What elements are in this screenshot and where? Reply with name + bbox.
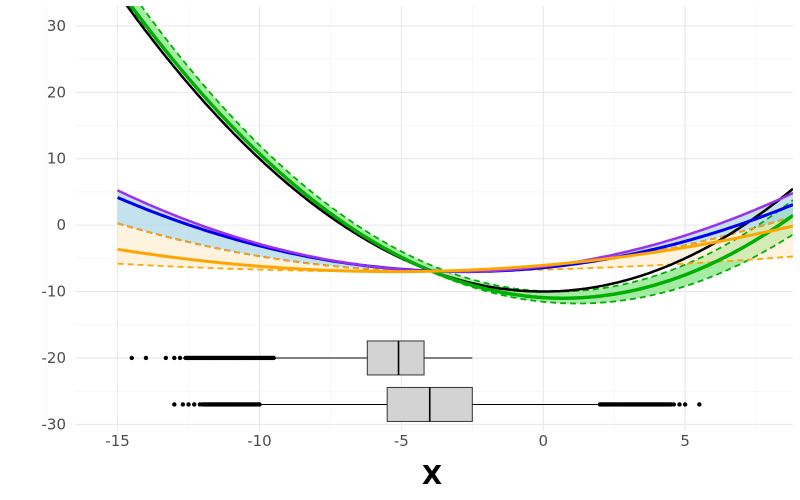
series-lines: [117, 6, 793, 305]
outlier-point: [257, 402, 262, 407]
outlier-point: [172, 402, 177, 407]
outlier-point: [271, 355, 276, 361]
outlier-point: [697, 402, 702, 407]
series-line: [129, 6, 793, 300]
outlier-point: [682, 402, 688, 407]
x-tick-label: -10: [247, 432, 272, 450]
x-tick-label: 5: [680, 432, 690, 450]
outlier-point: [180, 402, 186, 407]
y-tick-label: 20: [47, 83, 66, 101]
x-axis-title: X: [422, 461, 442, 491]
outlier-point: [172, 355, 177, 361]
y-tick-label: 30: [47, 17, 66, 35]
tick-labels: -15 -10 -5 0 5 -30 -20 -10 0 10 20 30: [42, 17, 690, 450]
y-tick-label: 10: [47, 150, 66, 168]
band-upper-dashed-line: [140, 6, 793, 293]
confidence-bands: [117, 6, 793, 304]
band-lower-dashed-line: [117, 255, 793, 273]
x-tick-label: 0: [538, 432, 548, 450]
outlier-point: [129, 355, 134, 361]
boxplot-box: [366, 340, 425, 376]
outlier-point: [186, 402, 191, 407]
outlier-point: [197, 402, 203, 407]
y-tick-label: -30: [42, 415, 67, 433]
y-tick-label: 0: [56, 216, 66, 234]
series-line: [117, 224, 793, 274]
boxplots: [129, 340, 702, 422]
outlier-point: [163, 355, 169, 361]
y-tick-label: -20: [42, 349, 67, 367]
x-tick-label: -5: [394, 432, 409, 450]
x-tick-label: -15: [105, 432, 130, 450]
outlier-point: [177, 355, 183, 361]
outlier-point: [671, 402, 677, 407]
outlier-point: [191, 402, 197, 407]
outlier-point: [143, 355, 149, 361]
y-tick-label: -10: [42, 283, 67, 301]
outlier-point: [677, 402, 682, 407]
